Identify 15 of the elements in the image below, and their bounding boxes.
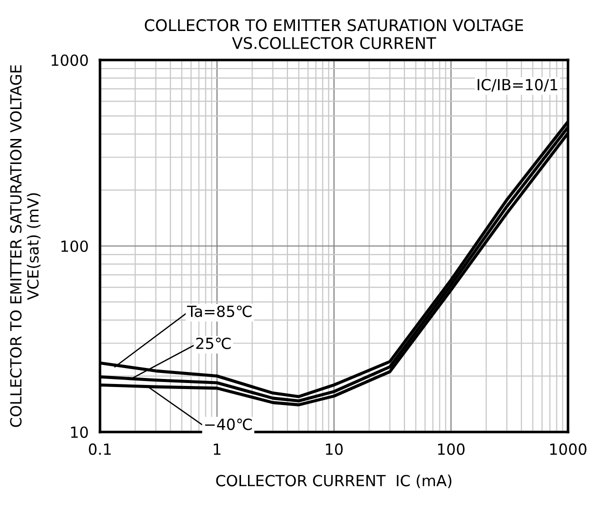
x-tick-label: 1	[214, 444, 220, 455]
y-tick-label: 100	[61, 240, 88, 252]
x-tick-label: 0.1	[88, 443, 111, 455]
x-tick-label: 100	[438, 443, 465, 455]
annotation: 25℃	[196, 338, 231, 350]
annotation: IC/IB=10/1	[478, 78, 558, 92]
annotation: −40℃	[205, 418, 252, 430]
annotation: Ta=85℃	[187, 306, 252, 318]
chart-title: COLLECTOR TO EMITTER SATURATION VOLTAGE VS.COLLECTOR CURRENT	[144, 19, 524, 50]
x-axis-title: COLLECTOR CURRENT IC (mA)	[216, 474, 452, 488]
y-tick-label: 10	[71, 426, 88, 438]
y-axis-title: COLLECTOR TO EMITTER SATURATION VOLTAGE VCE(sat) (mV)	[10, 65, 41, 427]
x-tick-label: 10	[326, 443, 343, 455]
x-tick-label: 1000	[550, 443, 586, 455]
y-tick-label: 1000	[52, 54, 88, 66]
